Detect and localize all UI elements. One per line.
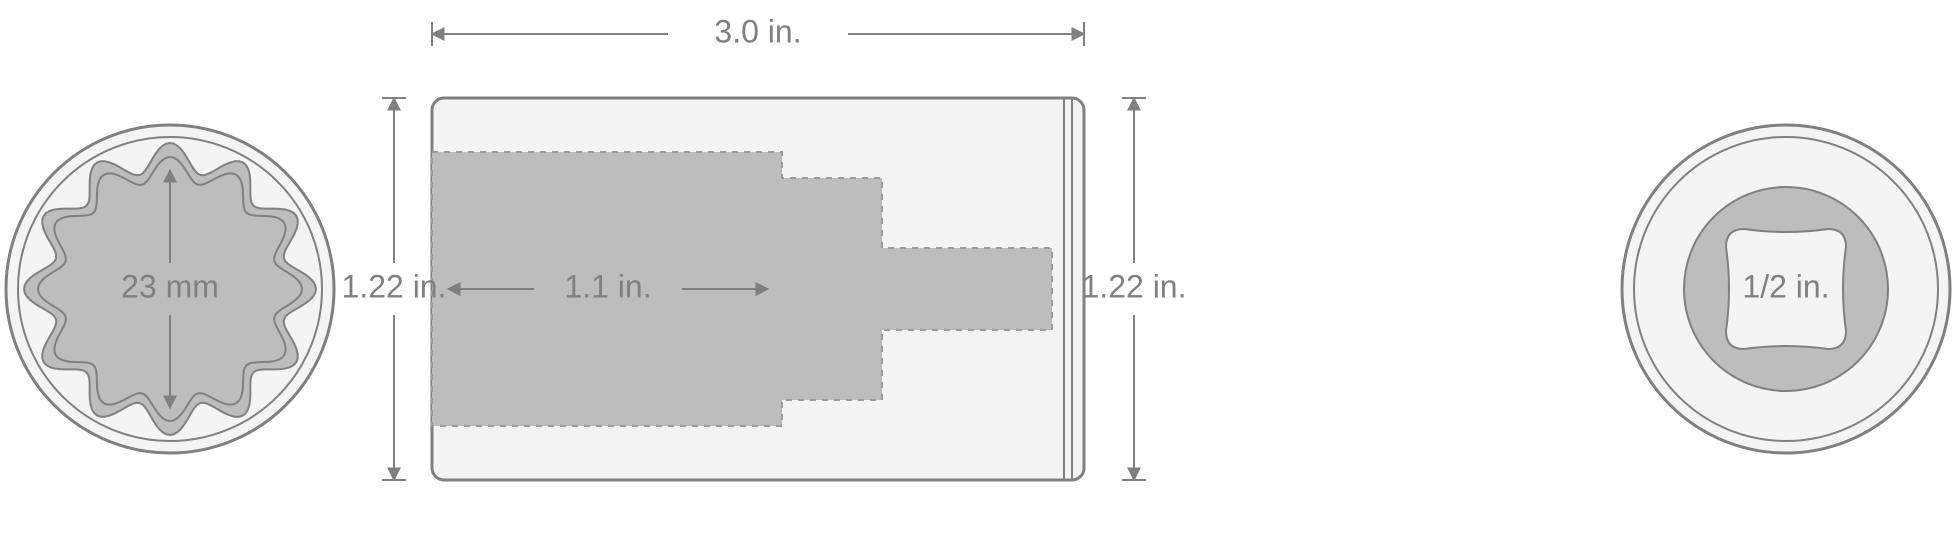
front-size-label: 23 mm [121, 268, 219, 304]
front-view: 23 mm [6, 125, 334, 453]
drive-view: 1/2 in. [1622, 125, 1950, 453]
outer-diameter-right-label: 1.22 in. [1082, 268, 1187, 304]
outer-diameter-left-label: 1.22 in. [342, 268, 447, 304]
drive-size-label: 1/2 in. [1742, 268, 1829, 304]
socket-spec-diagram: 23 mm 3.0 in. 1.1 in. 1.22 in. 1.22 in. 1/2… [0, 0, 1952, 536]
side-view: 3.0 in. 1.1 in. 1.22 in. 1.22 in. [342, 13, 1187, 480]
overall-length-label: 3.0 in. [714, 13, 801, 49]
diagram-svg: 23 mm 3.0 in. 1.1 in. 1.22 in. 1.22 in. 1/2… [0, 0, 1952, 536]
bore-depth-label: 1.1 in. [564, 268, 651, 304]
